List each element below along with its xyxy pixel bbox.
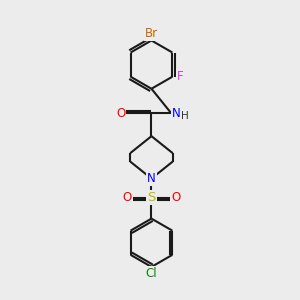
Text: S: S xyxy=(147,191,156,204)
Text: O: O xyxy=(172,191,181,204)
Text: O: O xyxy=(122,191,131,204)
Text: O: O xyxy=(116,107,125,120)
Text: N: N xyxy=(172,107,181,120)
Text: H: H xyxy=(181,110,188,121)
Text: Cl: Cl xyxy=(146,267,157,280)
Text: N: N xyxy=(147,172,156,185)
Text: Br: Br xyxy=(145,28,158,40)
Text: F: F xyxy=(177,70,184,83)
